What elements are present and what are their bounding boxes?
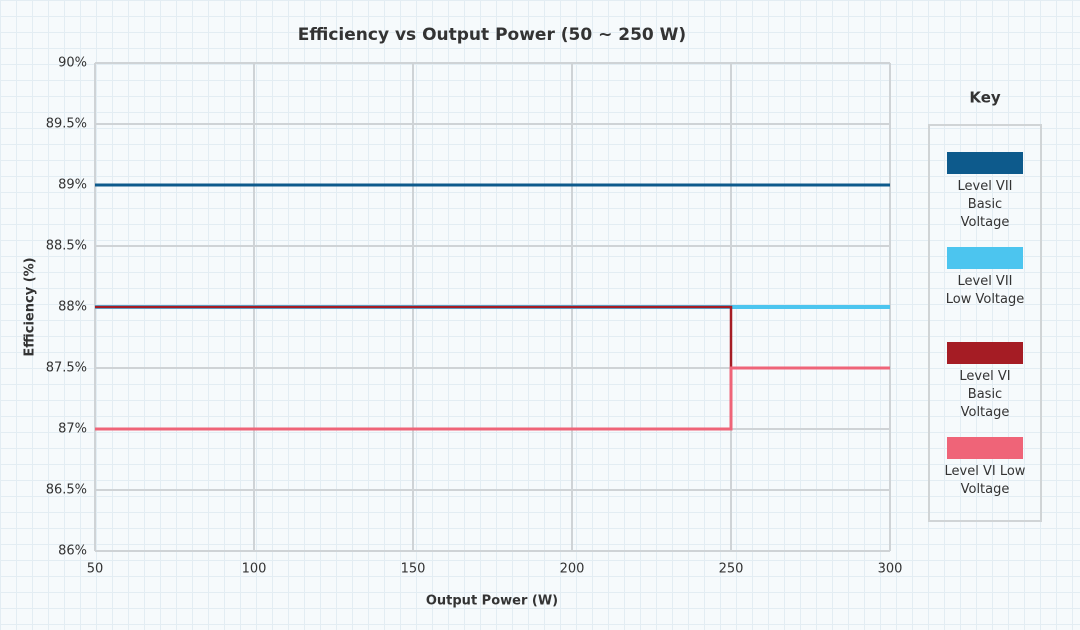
legend-title: Key (969, 89, 1001, 107)
legend-item: Level VI Low Voltage (930, 437, 1040, 499)
y-axis-label: Efficiency (%) (23, 257, 38, 356)
x-tick-label: 300 (878, 562, 903, 577)
legend-swatch (947, 342, 1023, 364)
chart-title: Efficiency vs Output Power (50 ~ 250 W) (298, 25, 686, 45)
y-tick-label: 87.5% (46, 361, 87, 376)
legend-swatch (947, 152, 1023, 174)
y-tick-label: 86.5% (46, 483, 87, 498)
x-tick-label: 250 (719, 562, 744, 577)
legend-label: Level VII Low Voltage (945, 274, 1025, 307)
series-line (95, 366, 890, 431)
y-tick-label: 89.5% (46, 117, 87, 132)
x-tick-label: 50 (87, 562, 104, 577)
legend-swatch (947, 247, 1023, 269)
x-tick-label: 100 (242, 562, 267, 577)
legend-label: Level VI Basic Voltage (959, 369, 1011, 420)
legend-label: Level VI Low Voltage (944, 464, 1026, 497)
legend-item: Level VII Basic Voltage (930, 152, 1040, 232)
series-line (95, 305, 890, 370)
y-tick-label: 88.5% (46, 239, 87, 254)
legend-swatch (947, 437, 1023, 459)
x-tick-label: 200 (560, 562, 585, 577)
x-tick-label: 150 (401, 562, 426, 577)
y-tick-label: 88% (58, 300, 87, 315)
y-tick-label: 90% (58, 56, 87, 71)
legend-label: Level VII Basic Voltage (957, 179, 1013, 230)
legend: Level VII Basic Voltage Level VII Low Vol… (928, 124, 1042, 522)
y-tick-label: 86% (58, 544, 87, 559)
y-tick-label: 89% (58, 178, 87, 193)
y-tick-label: 87% (58, 422, 87, 437)
legend-item: Level VII Low Voltage (930, 247, 1040, 309)
legend-item: Level VI Basic Voltage (930, 342, 1040, 422)
x-axis-label: Output Power (W) (426, 594, 558, 609)
